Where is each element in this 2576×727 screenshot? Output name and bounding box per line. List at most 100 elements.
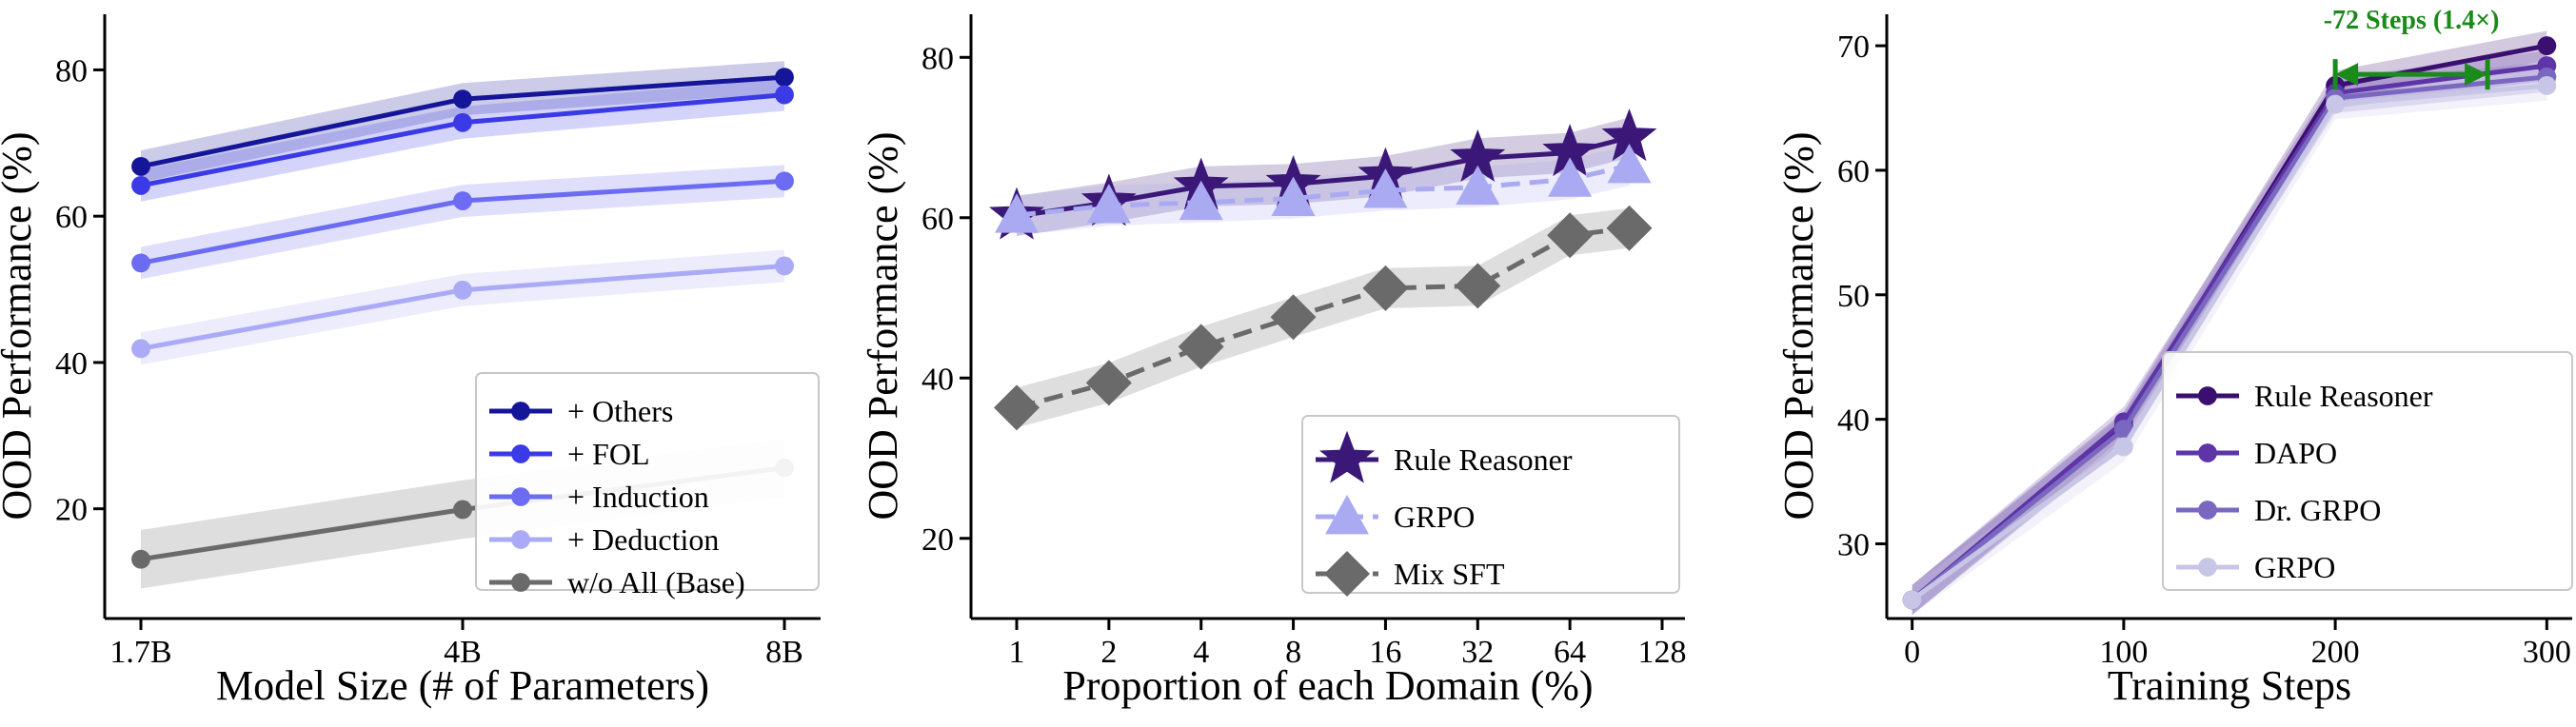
y-tick-label: 50 (1837, 279, 1870, 314)
y-tick-label: 20 (55, 493, 88, 528)
data-point (994, 384, 1040, 431)
data-point (453, 89, 472, 109)
y-axis-title: OOD Performance (%) (0, 131, 40, 520)
legend-label: Rule Reasoner (2254, 379, 2433, 413)
chart-panel-2: 20 40 60 80 1 2 4 8 16 32 64 128 Proportion of each … (860, 14, 1687, 709)
data-point (1178, 324, 1224, 370)
legend-marker (2198, 386, 2217, 405)
legend-label: DAPO (2254, 436, 2337, 470)
data-point (775, 171, 794, 191)
y-tick-label: 80 (921, 41, 954, 76)
x-tick-label: 2 (1100, 635, 1117, 670)
data-point (1085, 360, 1132, 406)
legend-marker (511, 444, 530, 463)
x-axis-title: Training Steps (2108, 662, 2351, 709)
data-point (131, 253, 150, 273)
chart-panel-1: 20 40 60 80 1.7B 4B 8B Model Size (# of Paramet… (0, 14, 821, 709)
series-line (1911, 74, 2547, 602)
data-point (1607, 144, 1652, 184)
legend-label: GRPO (2254, 550, 2335, 584)
data-point (2113, 437, 2133, 457)
legend-label: + Others (567, 394, 673, 428)
y-tick-label: 30 (1837, 527, 1870, 562)
legend: Rule Reasoner DAPO Dr. GRPO GRPO (2162, 351, 2573, 591)
data-point (1271, 176, 1316, 216)
series-line (1911, 83, 2547, 602)
x-tick-label: 8 (1285, 635, 1301, 670)
x-tick-label: 8B (765, 635, 803, 670)
data-point (131, 175, 150, 195)
data-point (1363, 168, 1408, 208)
data-point (1547, 212, 1594, 259)
x-tick-label: 16 (1369, 635, 1401, 670)
x-tick-label: 1 (1009, 635, 1025, 670)
legend-label: + Induction (567, 480, 709, 514)
y-tick-label: 60 (921, 202, 954, 237)
data-point (2537, 76, 2557, 95)
data-point (2326, 94, 2346, 114)
data-point (1456, 165, 1500, 206)
data-point (1362, 265, 1409, 311)
data-point (1086, 184, 1131, 224)
data-point (1606, 205, 1653, 251)
data-point (775, 85, 794, 105)
annotation-label: -72 Steps (1.4×) (2324, 6, 2500, 35)
legend-marker (2198, 501, 2217, 520)
confidence-band (1912, 62, 2547, 616)
legend-label: + FOL (567, 437, 650, 471)
confidence-band (141, 165, 784, 280)
y-tick-label: 40 (1837, 403, 1870, 439)
confidence-band (1017, 207, 1630, 428)
legend-marker (511, 573, 530, 592)
annotation-arrowhead (2335, 63, 2359, 87)
legend-marker (511, 530, 530, 549)
legend-marker (1325, 495, 1369, 535)
data-point (2537, 36, 2557, 56)
annotation-arrowhead (2465, 63, 2488, 87)
data-point (131, 339, 150, 359)
confidence-band (1912, 70, 2547, 616)
legend-label: Mix SFT (1394, 557, 1505, 591)
confidence-band (141, 61, 784, 183)
x-tick-label: 0 (1904, 635, 1920, 670)
x-tick-label: 128 (1638, 635, 1687, 670)
legend: Rule Reasoner GRPO Mix SFT (1301, 415, 1680, 597)
x-tick-label: 300 (2523, 635, 2571, 670)
data-point (1455, 263, 1501, 309)
legend-marker (511, 402, 530, 421)
x-tick-label: 1.7B (109, 635, 171, 670)
legend-marker (511, 487, 530, 506)
x-tick-label: 4B (444, 635, 482, 670)
data-point (2113, 420, 2133, 440)
legend-marker (2198, 558, 2217, 577)
legend-marker (1319, 430, 1375, 483)
data-point (1902, 590, 1922, 610)
legend-box (475, 372, 820, 591)
legend-label: w/o All (Base) (567, 565, 745, 599)
y-axis-title: OOD Performance (%) (860, 131, 906, 520)
data-point (1179, 180, 1223, 221)
data-point (453, 500, 472, 520)
y-tick-label: 60 (55, 200, 88, 235)
legend-label: + Deduction (567, 522, 719, 557)
legend-marker (2198, 443, 2217, 462)
x-tick-label: 32 (1461, 635, 1494, 670)
legend-box (1301, 415, 1680, 594)
y-tick-label: 80 (55, 53, 88, 88)
data-point (775, 68, 794, 88)
series-line (1016, 163, 1631, 218)
x-axis-title: Model Size (# of Parameters) (216, 662, 709, 709)
x-axis-title: Proportion of each Domain (%) (1062, 662, 1593, 709)
legend: + Others + FOL + Induction + Deduction w/o A… (475, 372, 820, 599)
chart-panel-3: 30 40 50 60 70 0 100 200 300 Training Steps OOD Pe… (1775, 6, 2573, 709)
speedup-annotation: -72 Steps (1.4×) (2324, 6, 2500, 90)
legend-label: Dr. GRPO (2254, 493, 2381, 527)
y-tick-label: 40 (921, 362, 954, 397)
legend-box (2162, 351, 2573, 591)
y-tick-label: 40 (55, 346, 88, 382)
x-tick-label: 200 (2311, 635, 2360, 670)
data-point (453, 112, 472, 132)
y-tick-label: 70 (1837, 29, 1870, 65)
data-point (775, 256, 794, 276)
